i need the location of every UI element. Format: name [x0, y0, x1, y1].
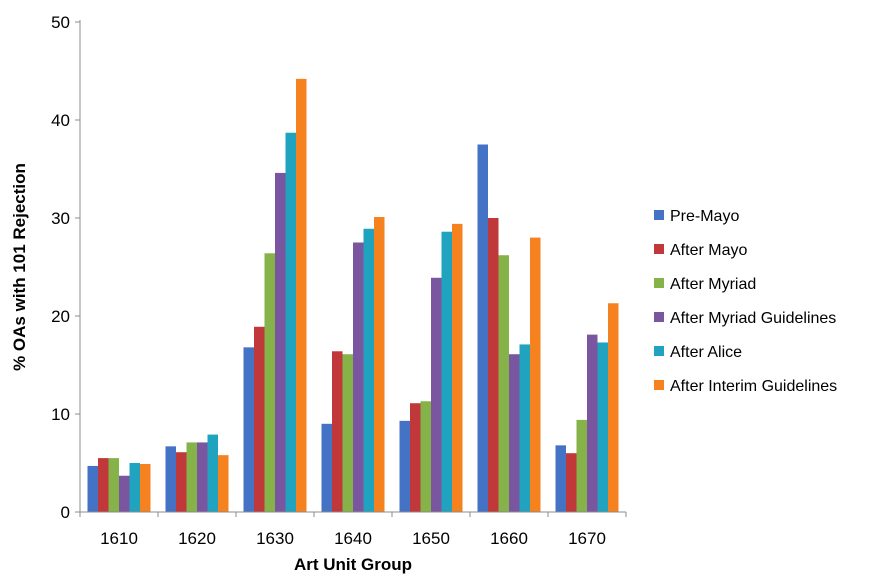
bar-1670-series-5 — [608, 303, 619, 512]
legend-swatch — [654, 380, 664, 390]
bar-1660-series-3 — [509, 354, 520, 512]
legend-swatch — [654, 312, 664, 322]
bar-1650-series-4 — [441, 231, 452, 512]
bars-layer — [87, 78, 619, 513]
legend-label: After Interim Guidelines — [670, 378, 837, 395]
bar-1610-series-3 — [119, 475, 130, 512]
bar-1630-series-4 — [285, 132, 296, 513]
bar-1640-series-5 — [374, 217, 385, 512]
bar-1650-series-3 — [431, 277, 442, 512]
bar-1640-series-2 — [342, 354, 353, 512]
bar-1670-series-1 — [566, 453, 577, 512]
bar-1660-series-0 — [477, 144, 488, 512]
bar-1630-series-3 — [275, 172, 286, 513]
x-tick-label: 1640 — [334, 529, 372, 548]
bar-1660-series-1 — [488, 218, 499, 512]
legend-label: After Mayo — [670, 242, 747, 259]
x-tick-label: 1610 — [100, 529, 138, 548]
bar-1610-series-1 — [98, 458, 109, 512]
bar-1660-series-4 — [519, 344, 530, 512]
legend-label: Pre-Mayo — [670, 208, 739, 225]
bar-1610-series-2 — [108, 458, 119, 512]
bar-1610-series-0 — [87, 465, 98, 512]
bar-1620-series-4 — [207, 434, 218, 512]
bar-1650-series-1 — [410, 403, 421, 512]
bar-1620-series-0 — [165, 446, 176, 512]
bar-1670-series-3 — [587, 334, 598, 512]
bar-1640-series-4 — [363, 228, 374, 512]
y-tick-label: 10 — [51, 405, 70, 424]
bar-1620-series-2 — [186, 442, 197, 512]
bar-1660-series-2 — [498, 255, 509, 513]
y-axis-title: % OAs with 101 Rejection — [10, 163, 29, 371]
legend-swatch — [654, 244, 664, 254]
y-tick-label: 0 — [61, 503, 70, 522]
y-tick-label: 30 — [51, 209, 70, 228]
bar-1640-series-0 — [321, 423, 332, 512]
x-tick-label: 1630 — [256, 529, 294, 548]
x-tick-label: 1620 — [178, 529, 216, 548]
bar-1610-series-5 — [140, 463, 151, 512]
bar-1610-series-4 — [129, 463, 140, 512]
bar-1620-series-5 — [218, 455, 229, 512]
bar-1630-series-0 — [243, 347, 254, 512]
bar-1650-series-5 — [452, 223, 463, 512]
bar-1630-series-2 — [264, 253, 275, 512]
bar-1660-series-5 — [530, 237, 541, 512]
axes-layer — [75, 20, 627, 517]
bar-1640-series-1 — [332, 351, 343, 512]
x-axis-title: Art Unit Group — [294, 555, 412, 574]
legend-label: After Alice — [670, 344, 742, 361]
bar-1630-series-1 — [254, 326, 265, 512]
bar-1670-series-2 — [576, 419, 587, 512]
legend-label: After Myriad — [670, 276, 756, 293]
bar-1650-series-2 — [420, 401, 431, 512]
legend-label: After Myriad Guidelines — [670, 310, 836, 327]
legend: Pre-Mayo After Mayo After Myriad After Myri… — [654, 208, 837, 395]
bar-1620-series-1 — [176, 452, 187, 512]
legend-swatch — [654, 278, 664, 288]
bar-1670-series-4 — [597, 342, 608, 512]
x-tick-label: 1660 — [490, 529, 528, 548]
bar-1630-series-5 — [296, 78, 307, 512]
bar-1670-series-0 — [555, 445, 566, 512]
legend-swatch — [654, 346, 664, 356]
y-tick-label: 50 — [51, 13, 70, 32]
y-tick-label: 40 — [51, 111, 70, 130]
labels-layer: 0 10 20 30 40 50 1610 1620 1630 1640 1650 1660 1670 A… — [10, 13, 606, 574]
legend-swatch — [654, 210, 664, 220]
bar-1640-series-3 — [353, 242, 364, 512]
y-tick-label: 20 — [51, 307, 70, 326]
x-tick-label: 1670 — [568, 529, 606, 548]
bar-1620-series-3 — [197, 442, 208, 512]
bar-1650-series-0 — [399, 420, 410, 512]
x-tick-label: 1650 — [412, 529, 450, 548]
